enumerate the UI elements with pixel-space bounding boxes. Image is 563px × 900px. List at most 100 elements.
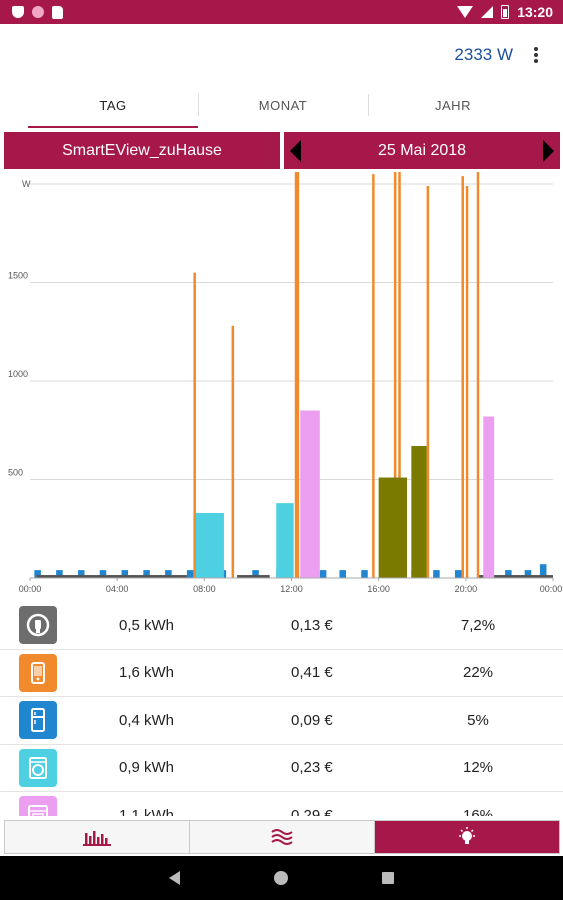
current-power[interactable]: 2333 W [454, 45, 513, 64]
back-icon[interactable] [169, 871, 180, 885]
x-tick-label: 16:00 [367, 584, 390, 594]
chart-bar-series-0[interactable] [252, 570, 259, 578]
home-icon[interactable] [274, 871, 288, 885]
status-left [12, 5, 63, 19]
bar-chart-icon [83, 831, 111, 846]
power-chart[interactable]: 500 1000 1500 W 00:00 04:00 08:00 12:00 16:00 20:… [0, 148, 563, 598]
device-selector[interactable]: SmartEView_zuHause [4, 132, 280, 169]
chart-bar-series-3[interactable] [398, 168, 401, 579]
chart-bar-series-3[interactable] [193, 272, 196, 578]
chart-bar-series-4[interactable] [483, 416, 495, 578]
y-tick-label: 500 [8, 468, 23, 478]
chart-bar-series-2[interactable] [195, 512, 224, 578]
y-tick-label: 1500 [8, 271, 28, 281]
chart-bar-series-0[interactable] [433, 570, 440, 578]
tab-tag[interactable]: TAG [28, 90, 198, 128]
chart-bar-series-1[interactable] [36, 575, 187, 578]
waves-icon [271, 829, 293, 845]
date-label: 25 Mai 2018 [377, 141, 467, 159]
chart-bar-series-0[interactable] [34, 570, 41, 578]
chart-bar-series-0[interactable] [186, 570, 194, 578]
chart-bar-series-0[interactable] [539, 564, 547, 578]
status-bar: 13:20 [0, 0, 563, 24]
chart-bar-series-3[interactable] [231, 325, 235, 578]
plug-icon [19, 606, 57, 645]
row-percent: 12% [462, 759, 494, 777]
chart-bar-series-5[interactable] [411, 446, 427, 578]
chart-bar-series-0[interactable] [524, 570, 532, 578]
chart-bar-series-0[interactable] [454, 570, 462, 578]
row-percent: 5% [467, 711, 489, 729]
selector-bar: SmartEView_zuHause 25 Mai 2018 [4, 132, 560, 169]
row-kwh: 0,5 kWh [119, 616, 175, 634]
bottom-tab-bar [4, 820, 560, 854]
tab-monat[interactable]: MONAT [198, 90, 368, 128]
chart-bar-series-0[interactable] [319, 570, 327, 578]
chart-bar-series-3[interactable] [393, 164, 397, 579]
chart-bar-series-1[interactable] [478, 575, 553, 578]
list-item[interactable]: 1,1 kWh 0,29 € 16% [0, 792, 563, 816]
status-right: 13:20 [457, 4, 553, 20]
x-tick-label: 12:00 [280, 584, 303, 594]
smartphone-icon [19, 653, 57, 692]
chart-bar-series-0[interactable] [77, 570, 85, 578]
lightbulb-icon [459, 827, 475, 844]
row-cost: 0,13 € [291, 616, 333, 634]
more-vert-icon[interactable] [527, 45, 545, 65]
chart-bar-series-0[interactable] [99, 570, 107, 578]
bottom-tab-devices[interactable] [375, 821, 559, 853]
y-tick-label: 1000 [8, 369, 28, 379]
recents-icon[interactable] [382, 872, 394, 884]
chart-bar-series-0[interactable] [56, 570, 63, 578]
list-item[interactable]: 0,4 kWh 0,09 € 5% [0, 697, 563, 745]
chart-bar-series-0[interactable] [361, 570, 368, 578]
row-cost: 0,23 € [291, 759, 333, 777]
circle-icon [32, 6, 44, 18]
chart-bar-series-2[interactable] [276, 503, 294, 578]
row-percent: 7,2% [460, 616, 496, 634]
chart-bar-series-3[interactable] [461, 176, 464, 578]
chart-bar-series-0[interactable] [339, 570, 346, 578]
chart-bar-series-1[interactable] [237, 575, 270, 578]
x-tick-label: 04:00 [106, 584, 129, 594]
row-kwh: 1,6 kWh [119, 664, 175, 682]
chart-bar-series-5[interactable] [378, 477, 407, 578]
fridge-icon [19, 701, 57, 740]
chart-bar-series-0[interactable] [165, 570, 172, 578]
wifi-icon [457, 6, 474, 18]
chart-svg: 500 1000 1500 W 00:00 04:00 08:00 12:00 16:00 20:… [8, 148, 563, 594]
x-tick-label: 20:00 [455, 584, 478, 594]
row-percent: 22% [462, 664, 494, 682]
bottom-tab-statistics[interactable] [5, 821, 190, 853]
list-item[interactable]: 0,9 kWh 0,23 € 12% [0, 745, 563, 792]
row-cost: 0,09 € [291, 711, 333, 729]
row-cost: 0,29 € [291, 806, 333, 816]
chart-bar-series-3[interactable] [426, 185, 430, 578]
period-tabs: TAG MONAT JAHR [28, 90, 538, 128]
system-nav-bar [0, 856, 563, 900]
bottom-tab-live[interactable] [190, 821, 375, 853]
battery-icon [501, 5, 510, 19]
chart-bar-series-3[interactable] [294, 148, 300, 578]
consumption-list: 0,5 kWh 0,13 € 7,2% 1,6 kWh 0,41 € 22% 0… [0, 602, 563, 816]
washing-machine-icon [19, 748, 57, 787]
chart-bar-series-3[interactable] [372, 174, 375, 578]
sd-card-icon [52, 5, 63, 19]
tab-jahr[interactable]: JAHR [368, 90, 538, 128]
chart-bar-series-4[interactable] [300, 410, 320, 578]
chart-bar-series-3[interactable] [465, 185, 469, 578]
row-kwh: 0,4 kWh [119, 711, 175, 729]
list-item[interactable]: 0,5 kWh 0,13 € 7,2% [0, 602, 563, 650]
app-bar: 2333 W [0, 24, 563, 86]
chart-bar-series-3[interactable] [476, 158, 480, 578]
chart-bar-series-0[interactable] [505, 570, 512, 578]
oven-icon [19, 796, 57, 816]
chart-bar-series-0[interactable] [121, 570, 129, 578]
next-day-icon[interactable] [543, 139, 554, 162]
previous-day-icon[interactable] [290, 139, 301, 162]
list-item[interactable]: 1,6 kWh 0,41 € 22% [0, 650, 563, 697]
shield-icon [12, 6, 24, 18]
chart-bar-series-0[interactable] [143, 570, 150, 578]
x-tick-label: 00:00 [540, 584, 563, 594]
